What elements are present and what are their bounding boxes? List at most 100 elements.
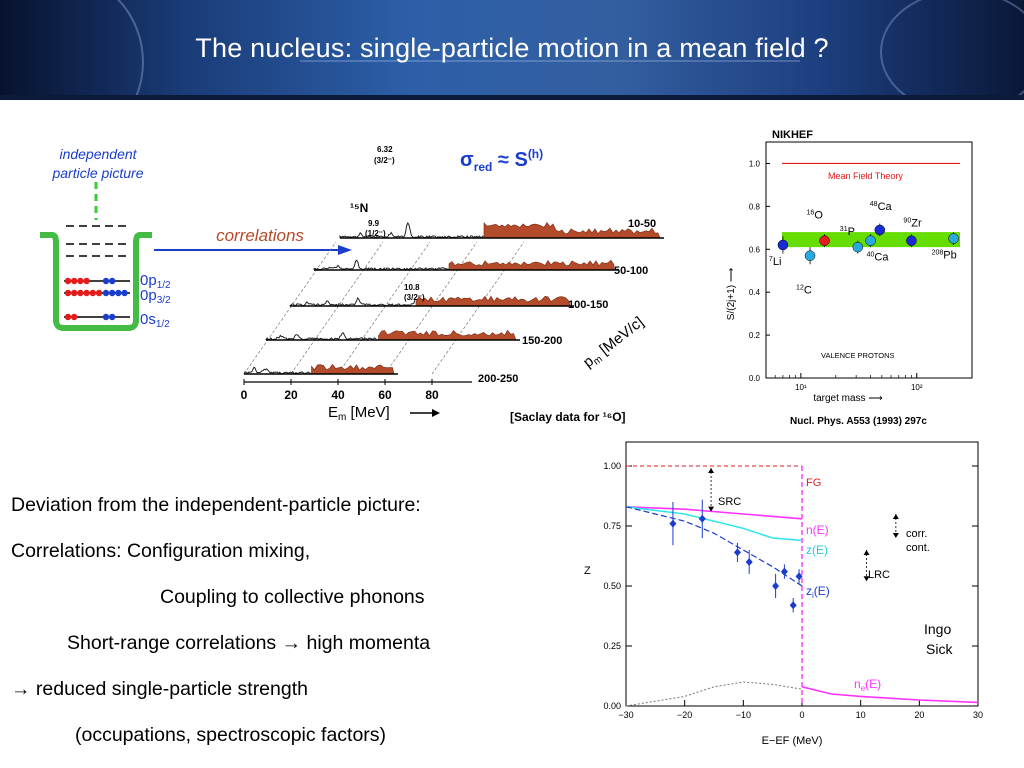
spectrum-strength	[311, 363, 395, 375]
potential-well-diagram: independent particle picture correlation…	[40, 146, 352, 331]
neutron-dot	[109, 313, 116, 321]
occupation-chart: 0.000.250.500.751.00−30 −20 −10 0 10 20 30 FG …	[584, 441, 983, 747]
data-point	[780, 567, 788, 576]
header-decoration	[300, 60, 800, 62]
data-point	[772, 582, 780, 590]
peak-label: 6.32	[377, 145, 393, 154]
proton-dot	[89, 289, 96, 297]
range-label: 100-150	[568, 299, 608, 311]
series-line	[625, 681, 803, 707]
nucleus-point	[852, 241, 864, 253]
x-tick-label: −30	[618, 710, 633, 720]
peak-label: (3/2⁻)	[374, 156, 395, 165]
em-axis: 0 20 40 60 80	[241, 379, 472, 402]
em-tick-label: 60	[378, 388, 392, 402]
sigma-formula: σred ≈ S(h)	[460, 147, 543, 174]
proton-dot	[77, 277, 84, 285]
bullet-deviation: Deviation from the independent-particle …	[11, 494, 421, 516]
nucleus-point	[777, 239, 789, 251]
nucleus-label: 48Ca	[870, 201, 893, 213]
src-label: SRC	[718, 496, 741, 508]
nucleus-label: 16O	[807, 210, 824, 222]
spectrum-strength	[378, 329, 517, 341]
nucleus-point	[804, 250, 816, 261]
x-axis-label: E−EF (MeV)	[762, 735, 823, 747]
neutron-dot	[102, 289, 110, 297]
range-label: 150-200	[522, 335, 562, 347]
lrc-label: LRC	[868, 569, 890, 581]
x-tick-label: 10²	[911, 383, 923, 392]
y-tick-label: 0.00	[603, 701, 621, 711]
nucleus-point	[865, 235, 876, 246]
y-tick-label: 0.0	[749, 374, 761, 383]
depth-gridline	[243, 241, 337, 375]
neutron-dot	[109, 277, 116, 285]
neutron-dot	[102, 277, 110, 285]
plot-frame	[765, 141, 973, 379]
nikhef-plot-area: 0.0 0.2 0.4 0.6 0.8 1.0 10¹ 10² 7Li 12C 16O 31P 40Ca…	[749, 141, 973, 392]
x-tick-label: 20	[914, 710, 924, 720]
x-tick-label: −10	[736, 710, 751, 720]
em-tick-label: 40	[331, 388, 345, 402]
proton-dot	[71, 289, 78, 297]
bullet-correlations: Correlations: Configuration mixing,	[11, 540, 311, 562]
em-axis-label: Em [MeV]	[328, 404, 390, 423]
peak-label: (1/2⁻)	[365, 229, 386, 238]
em-tick-label: 20	[284, 388, 298, 402]
peak-label: 9.9	[368, 219, 380, 228]
x-tick-label: 10	[856, 710, 866, 720]
range-label: 50-100	[614, 265, 648, 277]
nucleons	[64, 277, 128, 321]
spectrum-strength	[483, 221, 661, 239]
depth-gridline	[337, 241, 431, 375]
reference-label: Nucl. Phys. A553 (1993) 297c	[790, 416, 927, 427]
saclay-source-label: [Saclay data for ¹⁶O]	[510, 410, 626, 424]
saclay-spectra-plot: σred ≈ S(h) ¹⁵N 6.32 (3/2⁻) 9.9 (1/2⁻) 1…	[241, 145, 664, 424]
header-decoration	[0, 0, 144, 100]
depth-gridline	[431, 241, 525, 375]
x-tick-label: 30	[973, 710, 983, 720]
header-bottom-bar	[0, 95, 1024, 100]
em-axis-arrowhead	[432, 409, 440, 417]
data-point	[733, 548, 741, 557]
data-point	[669, 519, 677, 528]
level-label-0s12: 0s1/2	[140, 311, 170, 330]
y-tick-label: 1.00	[603, 461, 621, 471]
spectrum-trace	[265, 332, 378, 341]
fg-label: FG	[806, 477, 821, 489]
nikhef-spectroscopic-chart: NIKHEF 0.0 0.2 0.4 0.6 0.8 1.0 10¹ 10² 7Li 12C 16O…	[718, 124, 986, 430]
proton-dot	[77, 289, 84, 297]
series-line	[625, 506, 803, 520]
y-axis-label: S/(2j+1) ⟶	[726, 268, 737, 320]
y-tick-label: 1.0	[749, 159, 761, 168]
src-arrow-head	[708, 506, 715, 512]
spectrum-trace	[289, 296, 416, 307]
depth-gridlines	[243, 241, 525, 375]
bullet-occupations: (occupations, spectroscopic factors)	[75, 724, 387, 746]
data-point	[698, 514, 706, 523]
series-line	[625, 506, 803, 542]
x-tick-label: 0	[799, 710, 804, 720]
neutron-dot	[121, 289, 128, 297]
data-point	[789, 601, 797, 610]
y-tick-label: 0.4	[749, 288, 761, 297]
data-point	[745, 558, 753, 566]
nucleus-label: 12C	[796, 285, 812, 297]
lrc-arrow-head	[863, 576, 870, 582]
bullet-short-range: Short-range correlations → high momenta	[67, 632, 431, 654]
nucleus-point	[819, 235, 830, 246]
potential-well	[40, 232, 152, 331]
nucleus-point	[874, 224, 886, 236]
neutron-dot	[115, 289, 122, 297]
proton-dot	[64, 277, 72, 285]
correlations-arrowhead	[338, 245, 352, 255]
spectrum-trace	[339, 221, 485, 239]
header-decoration	[880, 0, 1024, 100]
spectrum-strength	[448, 259, 615, 271]
y-tick-label: 0.6	[749, 245, 761, 254]
range-label: 10-50	[628, 218, 656, 230]
series-label-z: z(E)	[806, 543, 828, 557]
cont-label: cont.	[906, 542, 930, 554]
series-label-zi: zi(E)	[806, 584, 830, 600]
proton-dot	[83, 289, 90, 297]
